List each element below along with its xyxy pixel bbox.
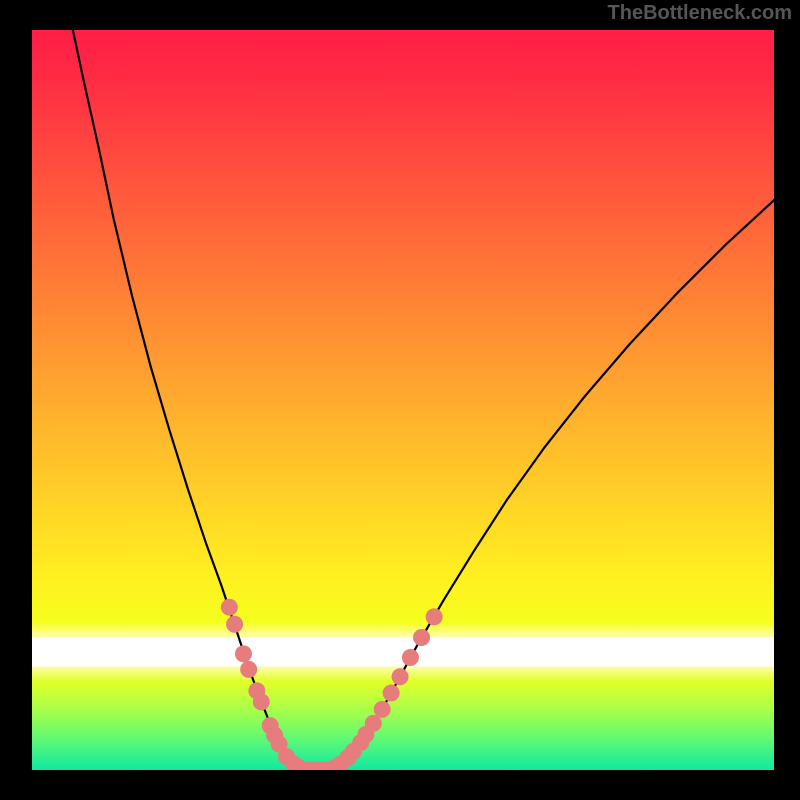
watermark-text: TheBottleneck.com: [608, 2, 792, 25]
chart-frame: TheBottleneck.com: [0, 0, 800, 800]
bottleneck-chart: [32, 30, 774, 770]
